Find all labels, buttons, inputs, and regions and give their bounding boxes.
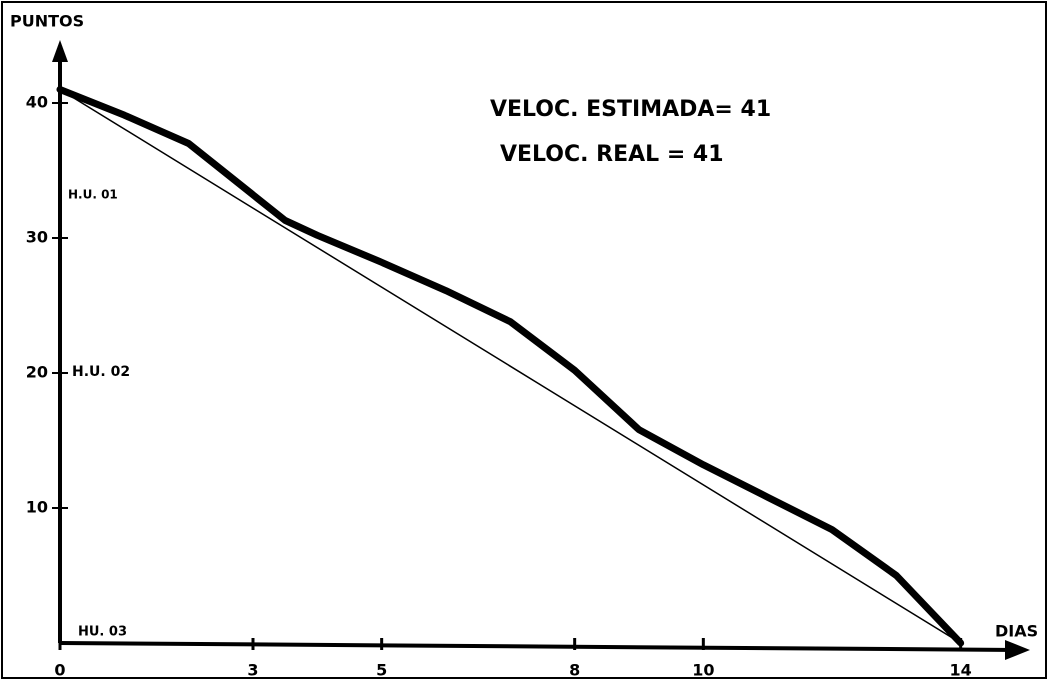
annotation: H.U. 02 (72, 364, 130, 380)
y-axis-label: PUNTOS (10, 12, 84, 31)
annotation: VELOC. ESTIMADA= 41 (490, 97, 771, 122)
x-axis (59, 641, 1021, 652)
series-line (56, 86, 965, 647)
x-tick-label: 14 (950, 661, 972, 680)
annotation: HU. 03 (78, 625, 127, 640)
y-arrow (52, 40, 68, 62)
x-arrow (1005, 640, 1030, 660)
series-line (59, 88, 962, 644)
x-tick-label: 8 (569, 661, 580, 680)
x-tick-label: 10 (692, 661, 714, 680)
y-tick-label: 40 (26, 93, 48, 112)
x-tick-label: 5 (376, 661, 387, 680)
y-tick-label: 10 (26, 498, 48, 517)
y-tick-label: 20 (26, 363, 48, 382)
x-tick-label: 3 (247, 661, 258, 680)
x-axis-label: DIAS (995, 622, 1038, 641)
annotation: VELOC. REAL = 41 (500, 142, 724, 167)
y-tick-label: 30 (26, 228, 48, 247)
x-tick-label: 0 (54, 661, 65, 680)
annotation: H.U. 01 (68, 188, 118, 202)
